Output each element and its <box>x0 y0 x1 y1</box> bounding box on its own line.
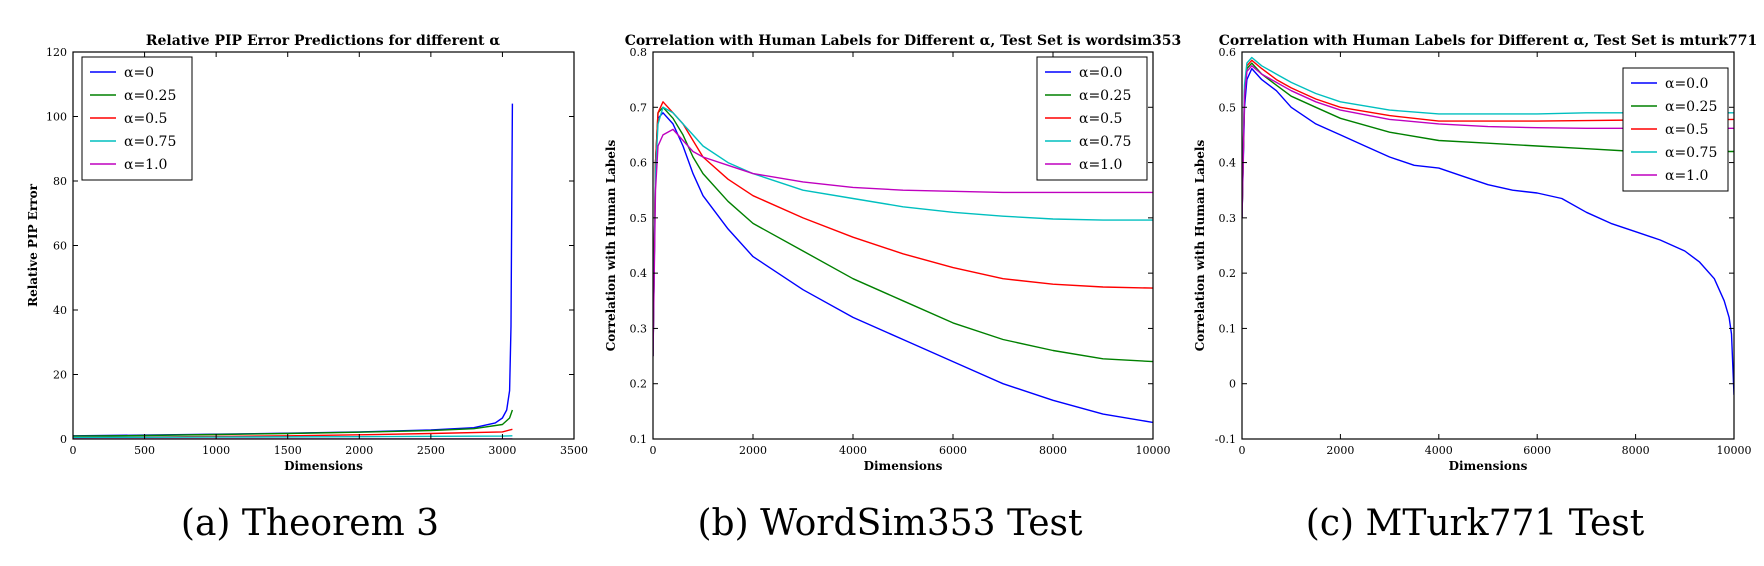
legend-entry-label: α=0.0 <box>1079 65 1122 81</box>
chart-title: Correlation with Human Labels for Differ… <box>625 33 1182 49</box>
y-tick-label: 120 <box>46 46 67 59</box>
x-tick-label: 2000 <box>739 444 767 457</box>
x-tick-label: 2500 <box>417 444 445 457</box>
legend-entry-label: α=0.25 <box>1079 88 1131 104</box>
chart-title: Relative PIP Error Predictions for diffe… <box>146 33 501 49</box>
x-axis-label: Dimensions <box>1449 459 1528 473</box>
x-tick-label: 0 <box>1239 444 1246 457</box>
panel-caption: (b) WordSim353 Test <box>698 503 1084 544</box>
y-tick-label: 0.1 <box>630 433 648 446</box>
chart-title: Correlation with Human Labels for Differ… <box>1219 33 1758 49</box>
series-line-3 <box>1242 59 1734 218</box>
panel-caption: (c) MTurk771 Test <box>1306 503 1645 544</box>
x-tick-label: 10000 <box>1136 444 1171 457</box>
y-tick-label: 0.5 <box>1219 101 1237 114</box>
y-tick-label: 0.4 <box>630 267 648 280</box>
legend: α=0 α=0.25 α=0.5 α=0.75 α=1.0 <box>81 56 193 181</box>
x-tick-label: 8000 <box>1622 444 1650 457</box>
y-axis-label: Correlation with Human Labels <box>604 140 618 352</box>
x-tick-label: 10000 <box>1717 444 1752 457</box>
chart-panel-1: 0 500 1000 1500 2000 2500 3000 3500 0 20 40 60 80 100… <box>26 33 588 544</box>
series-line-4 <box>653 106 1153 357</box>
chart-panel-3: 0 2000 4000 6000 8000 10000-0.100.10.20.30.40… <box>1193 33 1757 544</box>
y-tick-label: 0.2 <box>630 378 648 391</box>
series-line-5 <box>1242 65 1734 218</box>
x-tick-label: 3000 <box>488 444 516 457</box>
x-tick-label: 4000 <box>1425 444 1453 457</box>
plot-frame <box>1241 51 1735 440</box>
legend-entry-label: α=0.25 <box>124 88 176 104</box>
legend-entry-label: α=0.25 <box>1665 99 1717 115</box>
legend-entry-label: α=0.0 <box>1665 76 1708 92</box>
legend-entry-label: α=0.5 <box>124 111 167 127</box>
series-line-1 <box>1242 67 1734 395</box>
panel-caption: (a) Theorem 3 <box>181 503 439 544</box>
x-tick-label: 4000 <box>839 444 867 457</box>
y-tick-label: 0.3 <box>1219 212 1237 225</box>
y-tick-label: 0.2 <box>1219 267 1237 280</box>
y-tick-label: 0.6 <box>1219 46 1237 59</box>
y-tick-label: 60 <box>53 240 67 253</box>
y-tick-label: 0.5 <box>630 212 648 225</box>
legend-entry-label: α=1.0 <box>124 157 167 173</box>
x-tick-label: 2000 <box>1326 444 1354 457</box>
y-tick-label: 0.1 <box>1219 322 1237 335</box>
x-tick-label: 6000 <box>939 444 967 457</box>
x-tick-label: 2000 <box>345 444 373 457</box>
y-tick-label: -0.1 <box>1215 433 1236 446</box>
x-tick-label: 1000 <box>202 444 230 457</box>
legend-box <box>1036 56 1148 181</box>
x-tick-label: 0 <box>70 444 77 457</box>
y-tick-label: 0.8 <box>630 46 648 59</box>
series-line-1 <box>653 112 1153 424</box>
legend: α=0.0 α=0.25 α=0.5 α=0.75 α=1.0 <box>1036 56 1148 181</box>
legend-entry-label: α=0.75 <box>1665 145 1717 161</box>
y-tick-label: 100 <box>46 111 67 124</box>
y-axis-label: Correlation with Human Labels <box>1193 140 1207 352</box>
legend-entry-label: α=1.0 <box>1665 168 1708 184</box>
y-tick-label: 0.4 <box>1219 157 1237 170</box>
y-tick-label: 0 <box>60 433 67 446</box>
series-line-5 <box>653 128 1153 357</box>
y-axis-label: Relative PIP Error <box>26 183 40 306</box>
y-tick-label: 20 <box>53 369 67 382</box>
y-tick-label: 0.6 <box>630 157 648 170</box>
legend-entry-label: α=0.5 <box>1079 111 1122 127</box>
legend-entry-label: α=0.5 <box>1665 122 1708 138</box>
legend-entry-label: α=0 <box>124 65 154 81</box>
x-tick-label: 0 <box>650 444 657 457</box>
x-tick-label: 1500 <box>274 444 302 457</box>
legend-entry-label: α=0.75 <box>124 134 176 150</box>
y-tick-label: 0.3 <box>630 322 648 335</box>
chart-panel-2: 0 2000 4000 6000 8000 10000 0.1 0.2 0.3 0.4 0.5 0.6… <box>604 33 1181 544</box>
series-line-3 <box>653 101 1153 357</box>
series-line-2 <box>73 409 514 437</box>
y-tick-label: 40 <box>53 304 67 317</box>
y-tick-label: 0 <box>1229 378 1236 391</box>
x-tick-label: 3500 <box>560 444 588 457</box>
legend: α=0.0 α=0.25 α=0.5 α=0.75 α=1.0 <box>1622 67 1729 192</box>
x-tick-label: 6000 <box>1523 444 1551 457</box>
x-axis-label: Dimensions <box>864 459 943 473</box>
y-tick-label: 80 <box>53 175 67 188</box>
y-tick-label: 0.7 <box>630 101 648 114</box>
series-line-4 <box>1242 56 1734 218</box>
legend-entry-label: α=0.75 <box>1079 134 1131 150</box>
plot-frame <box>652 51 1154 440</box>
x-axis-label: Dimensions <box>284 459 363 473</box>
x-tick-label: 8000 <box>1039 444 1067 457</box>
legend-entry-label: α=1.0 <box>1079 157 1122 173</box>
series-line-2 <box>1242 62 1734 218</box>
x-tick-label: 500 <box>134 444 155 457</box>
